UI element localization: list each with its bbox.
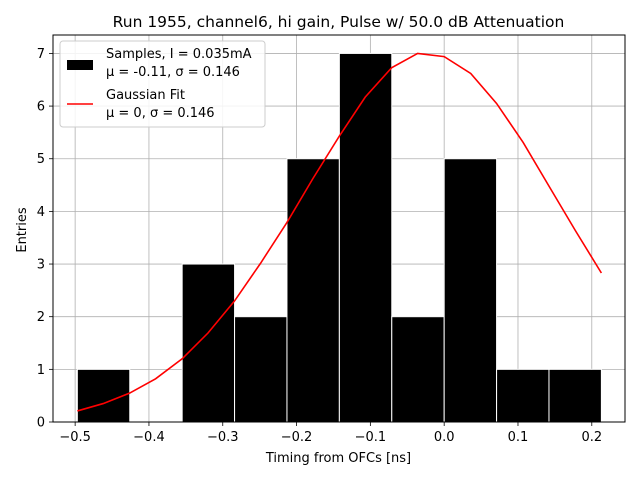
x-tick-label: 0.2 (581, 430, 602, 445)
histogram-bar (443, 158, 498, 423)
x-tick-label: 0.1 (508, 430, 529, 445)
histogram-bar (496, 368, 550, 423)
histogram-bar (286, 158, 340, 423)
y-tick-label: 6 (37, 100, 45, 115)
fit-line (77, 52, 603, 412)
histogram-bar (234, 316, 288, 423)
legend-label-samples: Samples, I = 0.035mA (106, 47, 252, 62)
x-tick-label: 0.0 (434, 430, 455, 445)
x-tick-label: −0.4 (133, 430, 165, 445)
legend-swatch-samples (67, 60, 93, 70)
x-tick-label: −0.1 (355, 430, 387, 445)
legend-label-fit: Gaussian Fit (106, 88, 185, 103)
legend-label-fit-stats: μ = 0, σ = 0.146 (106, 106, 215, 121)
histogram-bars (76, 52, 602, 423)
gaussian-fit (77, 52, 603, 412)
y-tick-label: 5 (37, 152, 45, 167)
legend: Samples, I = 0.035mA μ = -0.11, σ = 0.14… (59, 40, 266, 128)
y-tick-label: 7 (37, 47, 45, 62)
y-tick-label: 3 (37, 258, 45, 273)
y-axis-ticks: 0 1 2 3 4 5 6 7 (37, 47, 53, 431)
legend-label-samples-stats: μ = -0.11, σ = 0.146 (106, 65, 240, 80)
y-tick-label: 1 (37, 363, 45, 378)
y-tick-label: 4 (37, 205, 45, 220)
chart-title: Run 1955, channel6, hi gain, Pulse w/ 50… (113, 13, 565, 31)
histogram-bar (391, 316, 445, 423)
plot-frame (52, 34, 626, 423)
x-tick-label: −0.5 (59, 430, 91, 445)
histogram-bar (548, 368, 602, 423)
x-tick-label: −0.3 (207, 430, 239, 445)
histogram-bar (181, 263, 236, 423)
x-axis-label: Timing from OFCs [ns] (265, 451, 411, 466)
legend-box (59, 40, 266, 128)
y-tick-label: 0 (37, 416, 45, 431)
x-tick-label: −0.2 (281, 430, 313, 445)
y-axis-label: Entries (15, 207, 30, 253)
y-tick-label: 2 (37, 310, 45, 325)
x-axis-ticks: −0.5 −0.4 −0.3 −0.2 −0.1 0.0 0.1 0.2 (59, 422, 602, 445)
histogram-bar (338, 52, 393, 423)
